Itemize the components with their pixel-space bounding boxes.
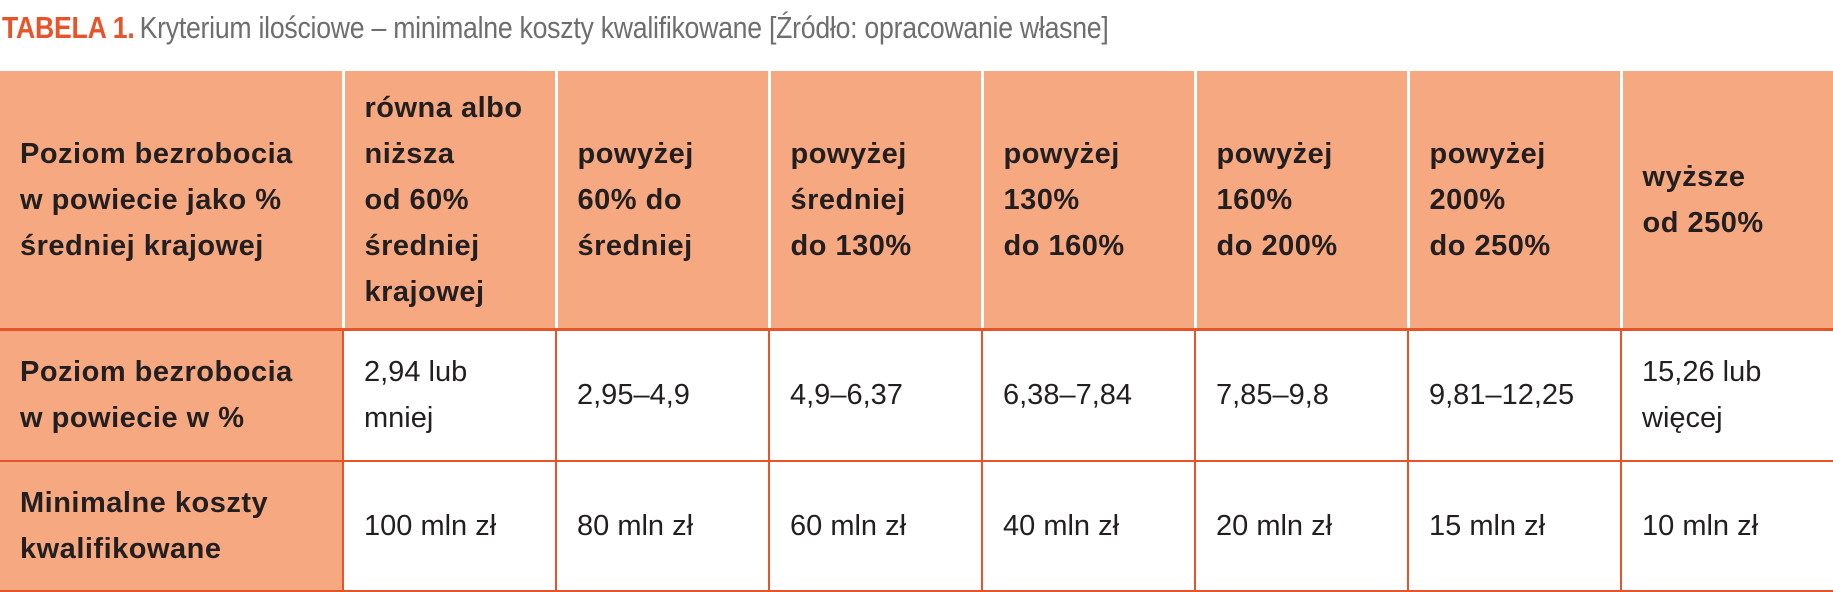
table-cell: 100 mln zł: [342, 459, 557, 592]
caption-label: TABELA 1.: [2, 10, 135, 45]
table-cell: 6,38–7,84: [981, 328, 1196, 462]
table-cell: 10 mln zł: [1620, 459, 1833, 592]
row-header: Poziom bezrobocia w powiecie w %: [0, 328, 344, 462]
column-header: powyżej średniej do 130%: [767, 68, 984, 331]
column-header: powyżej 60% do średniej: [554, 68, 771, 331]
criteria-table: Poziom bezrobocia w powiecie jako % śred…: [0, 68, 1833, 592]
table-caption: TABELA 1. Kryterium ilościowe – minimalne…: [2, 6, 1109, 50]
table-cell: 9,81–12,25: [1407, 328, 1622, 462]
column-header: wyższe od 250%: [1619, 68, 1833, 331]
table-cell: 40 mln zł: [981, 459, 1196, 592]
caption-text: Kryterium ilościowe – minimalne koszty k…: [139, 10, 1109, 45]
table-cell: 60 mln zł: [768, 459, 983, 592]
column-header: równa albo niższa od 60% średniej krajow…: [341, 68, 558, 331]
table-cell: 2,94 lub mniej: [342, 328, 557, 462]
table-cell: 20 mln zł: [1194, 459, 1409, 592]
table-cell: 15,26 lub więcej: [1620, 328, 1833, 462]
table-cell: 80 mln zł: [555, 459, 770, 592]
table-header-row: Poziom bezrobocia w powiecie jako % śred…: [0, 68, 1833, 331]
column-header: powyżej 200% do 250%: [1406, 68, 1623, 331]
corner-header: Poziom bezrobocia w powiecie jako % śred…: [0, 68, 345, 331]
table-cell: 4,9–6,37: [768, 328, 983, 462]
table-row: Poziom bezrobocia w powiecie w % 2,94 lu…: [0, 328, 1833, 462]
table-cell: 15 mln zł: [1407, 459, 1622, 592]
table-cell: 2,95–4,9: [555, 328, 770, 462]
column-header: powyżej 160% do 200%: [1193, 68, 1410, 331]
table-row: Minimalne koszty kwalifikowane 100 mln z…: [0, 459, 1833, 592]
row-header: Minimalne koszty kwalifikowane: [0, 459, 344, 592]
table-cell: 7,85–9,8: [1194, 328, 1409, 462]
column-header: powyżej 130% do 160%: [980, 68, 1197, 331]
